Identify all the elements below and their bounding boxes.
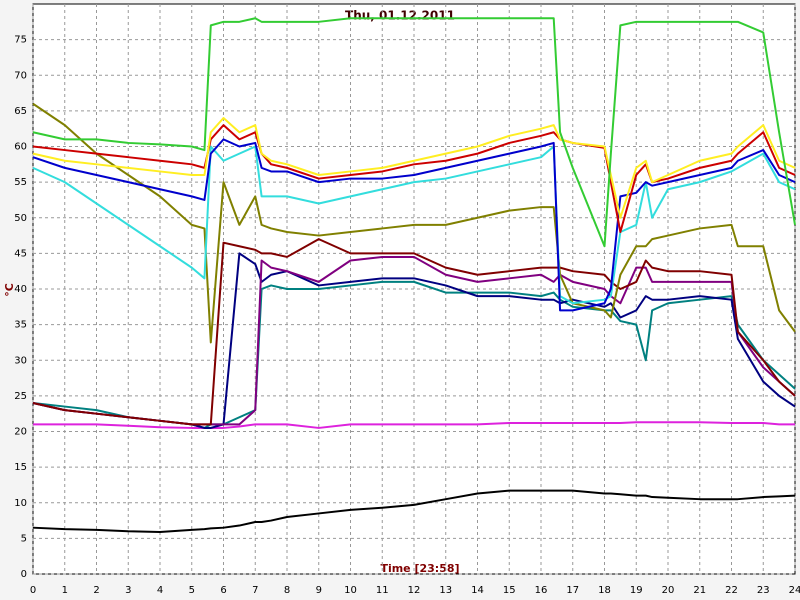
data-line: [32, 145, 796, 305]
y-tick-label: 5: [21, 533, 27, 544]
y-tick-label: 40: [14, 284, 27, 295]
x-tick-label: 5: [189, 585, 195, 596]
x-tick-label: 9: [316, 585, 322, 596]
y-tick-label: 25: [14, 391, 27, 402]
y-tick-label: 60: [14, 142, 27, 153]
x-tick-label: 7: [252, 585, 258, 596]
y-tick-label: 0: [21, 569, 27, 580]
y-axis-label: °C: [3, 283, 16, 297]
y-tick-label: 30: [14, 355, 27, 366]
chart-title: Thu, 01.12.2011: [345, 9, 455, 23]
x-tick-label: 6: [220, 585, 226, 596]
x-tick-label: 3: [125, 585, 131, 596]
data-line: [32, 489, 796, 533]
y-tick-label: 15: [14, 462, 27, 473]
x-tick-label: 8: [284, 585, 290, 596]
y-tick-label: 75: [14, 35, 27, 46]
x-tick-label: 0: [30, 585, 36, 596]
x-tick-label: 14: [471, 585, 484, 596]
x-tick-label: 11: [376, 585, 389, 596]
y-tick-label: 45: [14, 248, 27, 259]
x-tick-label: 2: [93, 585, 99, 596]
x-tick-label: 21: [693, 585, 706, 596]
x-tick-label: 22: [725, 585, 738, 596]
y-tick-label: 20: [14, 427, 27, 438]
y-tick-label: 65: [14, 106, 27, 117]
x-tick-label: 12: [408, 585, 421, 596]
y-tick-label: 10: [14, 498, 27, 509]
y-tick-label: 50: [14, 213, 27, 224]
x-axis-label: Time [23:58]: [380, 562, 459, 575]
x-tick-label: 15: [503, 585, 516, 596]
x-tick-label: 16: [535, 585, 548, 596]
x-tick-label: 13: [439, 585, 452, 596]
data-line: [32, 17, 796, 248]
x-tick-label: 17: [566, 585, 579, 596]
data-line: [32, 138, 796, 312]
x-tick-label: 10: [344, 585, 357, 596]
x-tick-label: 18: [598, 585, 611, 596]
y-tick-label: 35: [14, 320, 27, 331]
x-tick-label: 23: [757, 585, 770, 596]
x-tick-label: 20: [662, 585, 675, 596]
x-tick-label: 4: [157, 585, 163, 596]
data-line: [32, 252, 796, 429]
x-tick-label: 19: [630, 585, 643, 596]
data-line: [32, 238, 796, 426]
y-tick-label: 70: [14, 70, 27, 81]
data-line: [32, 117, 796, 219]
y-tick-label: 55: [14, 177, 27, 188]
x-tick-label: 24: [789, 585, 800, 596]
x-tick-label: 1: [62, 585, 68, 596]
